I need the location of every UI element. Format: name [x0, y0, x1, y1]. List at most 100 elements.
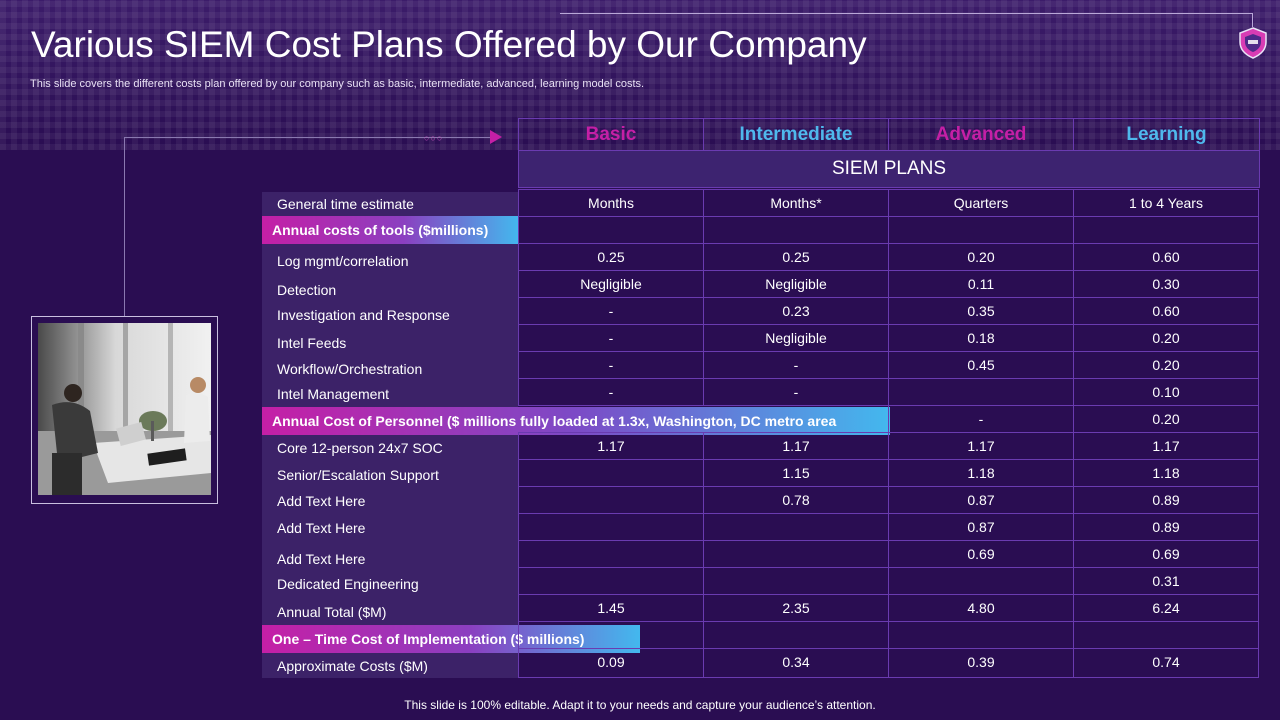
- column-header-advanced: Advanced: [889, 119, 1074, 151]
- table-cell: 1.15: [703, 459, 889, 487]
- table-cell: 0.87: [888, 513, 1074, 541]
- table-cell: 0.69: [1073, 540, 1259, 568]
- row-label: Add Text Here: [277, 551, 366, 567]
- table-cell: Months*: [703, 189, 889, 217]
- table-cell: Quarters: [888, 189, 1074, 217]
- table-cell: 0.87: [888, 486, 1074, 514]
- table-cell: 0.39: [888, 648, 1074, 678]
- connector-line-vertical: [124, 137, 125, 317]
- shield-icon: [1239, 27, 1267, 59]
- table-cell: 0.11: [888, 270, 1074, 298]
- row-label-column: [262, 192, 518, 678]
- table-cell: -: [518, 378, 704, 406]
- arrow-right-icon: [490, 130, 502, 144]
- table-cell: 1.17: [518, 432, 704, 460]
- table-cell: 0.09: [518, 648, 704, 678]
- table-cell: [518, 567, 704, 595]
- table-cell: 1.18: [1073, 459, 1259, 487]
- table-cell: [1073, 216, 1259, 244]
- table-cell: [1073, 621, 1259, 649]
- table-cell: 0.23: [703, 297, 889, 325]
- row-label: Log mgmt/correlation: [277, 253, 409, 269]
- table-cell: 0.60: [1073, 243, 1259, 271]
- table-cell: Negligible: [703, 324, 889, 352]
- table-cell: 1.17: [888, 432, 1074, 460]
- table-cell: 0.25: [703, 243, 889, 271]
- table-cell: 0.25: [518, 243, 704, 271]
- table-cell: 1.17: [1073, 432, 1259, 460]
- table-cell: -: [703, 351, 889, 379]
- slide-subtitle: This slide covers the different costs pl…: [30, 78, 645, 90]
- table-cell: [518, 459, 704, 487]
- row-label: Investigation and Response: [277, 307, 450, 323]
- table-cell: 0.20: [888, 243, 1074, 271]
- table-cell: [888, 216, 1074, 244]
- table-cell: [703, 216, 889, 244]
- row-label: Senior/Escalation Support: [277, 467, 439, 483]
- row-label: Workflow/Orchestration: [277, 361, 423, 377]
- row-label: Dedicated Engineering: [277, 576, 419, 592]
- table-cell: 0.20: [1073, 405, 1259, 433]
- table-cell: 0.31: [1073, 567, 1259, 595]
- table-cell: [703, 513, 889, 541]
- row-label: Add Text Here: [277, 493, 366, 509]
- photo-frame: [31, 316, 218, 504]
- table-cell: 0.78: [703, 486, 889, 514]
- table-cell: 0.10: [1073, 378, 1259, 406]
- header-pattern: [0, 0, 1280, 150]
- row-label: Add Text Here: [277, 520, 366, 536]
- table-cell: [888, 378, 1074, 406]
- table-cell: 1 to 4 Years: [1073, 189, 1259, 217]
- table-cell: 6.24: [1073, 594, 1259, 622]
- table-cell: 0.20: [1073, 324, 1259, 352]
- column-header-basic: Basic: [519, 119, 704, 151]
- siem-plans-label: SIEM PLANS: [519, 151, 1259, 187]
- connector-dots: ○○○: [424, 133, 444, 143]
- table-cell: 1.17: [703, 432, 889, 460]
- table-cell: 2.35: [703, 594, 889, 622]
- plan-header: Basic Intermediate Advanced Learning SIE…: [518, 118, 1260, 188]
- table-cell: [518, 513, 704, 541]
- table-cell: -: [518, 351, 704, 379]
- table-cell: 0.35: [888, 297, 1074, 325]
- table-cell: [518, 216, 704, 244]
- row-label: General time estimate: [277, 196, 414, 212]
- footer-note: This slide is 100% editable. Adapt it to…: [404, 698, 876, 712]
- table-cell: 0.89: [1073, 486, 1259, 514]
- table-cell: 0.18: [888, 324, 1074, 352]
- table-cell: Negligible: [518, 270, 704, 298]
- section-bar-tools: Annual costs of tools ($millions): [262, 216, 519, 244]
- table-cell: Negligible: [703, 270, 889, 298]
- row-label: Intel Management: [277, 386, 390, 402]
- table-cell: [703, 567, 889, 595]
- slide-title: Various SIEM Cost Plans Offered by Our C…: [31, 24, 867, 65]
- table-cell: [888, 567, 1074, 595]
- row-label: Intel Feeds: [277, 335, 347, 351]
- table-cell: 0.89: [1073, 513, 1259, 541]
- table-cell: -: [518, 297, 704, 325]
- table-cell: 0.45: [888, 351, 1074, 379]
- section-bar-implementation: One – Time Cost of Implementation ($ mil…: [262, 625, 640, 653]
- table-cell: [518, 621, 704, 649]
- table-cell: 0.60: [1073, 297, 1259, 325]
- connector-line: [124, 137, 491, 138]
- column-header-learning: Learning: [1074, 119, 1259, 151]
- table-cell: 0.30: [1073, 270, 1259, 298]
- table-cell: [703, 540, 889, 568]
- table-cell: 0.74: [1073, 648, 1259, 678]
- row-label: Detection: [277, 282, 337, 298]
- table-cell: [518, 486, 704, 514]
- row-label: Core 12-person 24x7 SOC: [277, 440, 443, 456]
- table-cell: [518, 540, 704, 568]
- row-label: Annual Total ($M): [277, 604, 387, 620]
- top-decor-line: [560, 13, 1252, 14]
- table-cell: [888, 621, 1074, 649]
- section-bar-personnel: Annual Cost of Personnel ($ millions ful…: [262, 407, 890, 435]
- top-decor-line-drop: [1252, 13, 1253, 27]
- table-cell: 1.18: [888, 459, 1074, 487]
- table-cell: -: [888, 405, 1074, 433]
- table-cell: -: [518, 324, 704, 352]
- table-cell: 0.20: [1073, 351, 1259, 379]
- office-meeting-photo: [38, 323, 211, 495]
- column-header-intermediate: Intermediate: [704, 119, 889, 151]
